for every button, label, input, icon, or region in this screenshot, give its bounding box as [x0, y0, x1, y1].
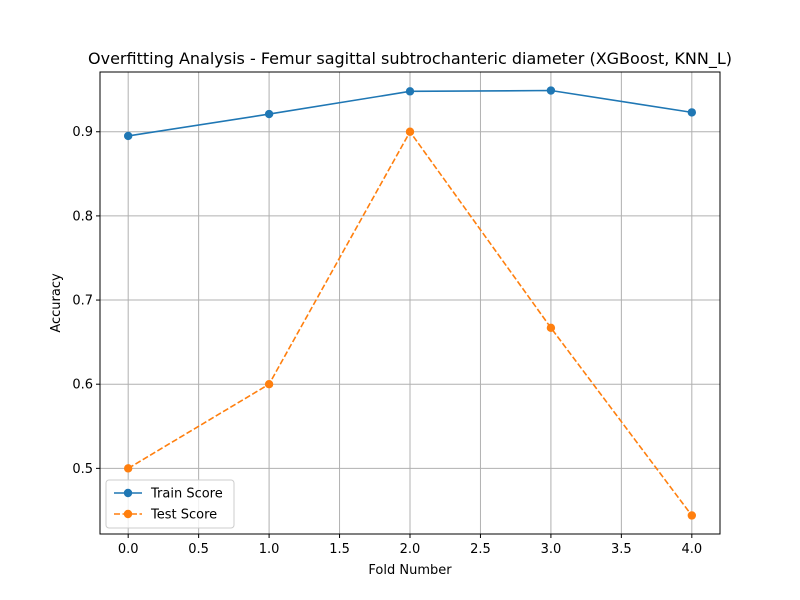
x-tick-label: 4.0 — [681, 542, 702, 557]
test-score-point — [264, 380, 274, 389]
legend-train-score-marker — [123, 488, 133, 498]
x-tick-label: 3.0 — [541, 542, 562, 557]
legend-train-score-label: Train Score — [150, 487, 223, 502]
y-axis-ticks: 0.5 0.6 0.7 0.8 0.9 — [72, 125, 100, 477]
legend: Train Score Test Score — [105, 479, 235, 529]
test-score-point — [405, 127, 415, 136]
y-tick-label: 0.7 — [72, 294, 93, 309]
train-score-point — [405, 87, 415, 96]
series-layer — [123, 86, 697, 520]
x-tick-label: 3.5 — [611, 542, 632, 557]
legend-box — [105, 479, 235, 529]
y-axis-title: Accuracy — [49, 273, 64, 333]
chart-title: Overfitting Analysis - Femur sagittal su… — [88, 49, 732, 69]
train-score-point — [546, 86, 556, 95]
x-axis-ticks: 0.0 0.5 1.0 1.5 2.0 2.5 3.0 3.5 4.0 — [118, 534, 702, 557]
train-score-point — [123, 131, 133, 141]
legend-test-score-marker — [123, 509, 133, 519]
x-tick-label: 1.0 — [259, 542, 280, 557]
train-score-point — [264, 109, 274, 119]
test-score-point — [687, 511, 697, 520]
test-score-point — [546, 323, 556, 333]
test-score-point — [123, 464, 133, 473]
legend-test-score-label: Test Score — [150, 508, 217, 523]
train-score-point — [687, 108, 697, 117]
y-tick-label: 0.9 — [72, 125, 93, 140]
x-tick-label: 1.5 — [329, 542, 350, 557]
x-tick-label: 0.0 — [118, 542, 139, 557]
y-tick-label: 0.6 — [72, 378, 93, 393]
x-tick-label: 2.0 — [400, 542, 421, 557]
y-tick-label: 0.8 — [72, 209, 93, 224]
x-axis-title: Fold Number — [368, 563, 452, 578]
x-tick-label: 2.5 — [470, 542, 491, 557]
y-tick-label: 0.5 — [72, 462, 93, 477]
x-tick-label: 0.5 — [188, 542, 209, 557]
